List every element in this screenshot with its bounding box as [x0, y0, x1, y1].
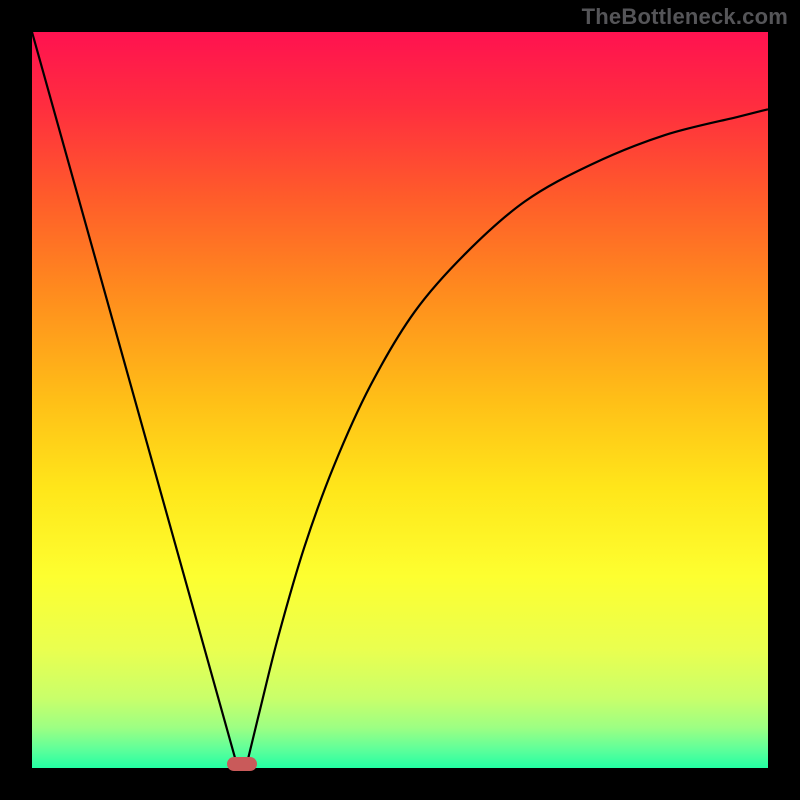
plot-area: [32, 32, 768, 768]
minimum-marker: [227, 757, 257, 771]
bottleneck-curve: [32, 32, 768, 768]
watermark-text: TheBottleneck.com: [582, 4, 788, 30]
figure-root: TheBottleneck.com: [0, 0, 800, 800]
